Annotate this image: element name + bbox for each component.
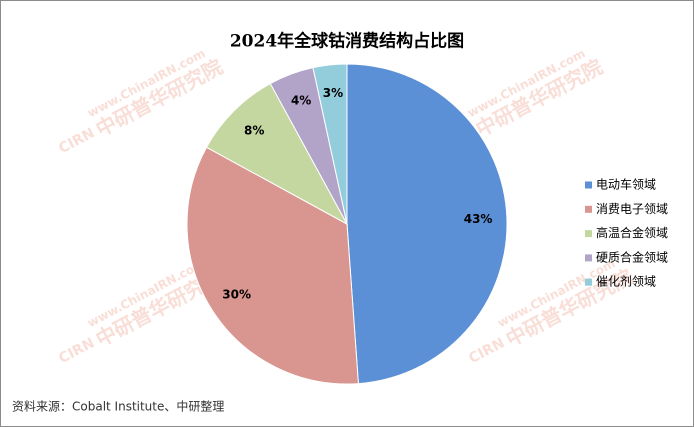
- legend-label: 硬质合金领域: [596, 249, 668, 264]
- chart-title: 2024年全球钴消费结构占比图: [230, 31, 464, 52]
- data-label: 8%: [244, 124, 264, 138]
- source-note: 资料来源：Cobalt Institute、中研整理: [12, 399, 224, 414]
- legend-label: 消费电子领域: [596, 202, 668, 216]
- data-label: 4%: [291, 94, 311, 108]
- data-label: 43%: [464, 212, 493, 226]
- data-label: 3%: [323, 86, 343, 100]
- legend-label: 高温合金领域: [596, 225, 668, 240]
- data-label: 30%: [222, 287, 251, 301]
- pie-slice: [205, 82, 349, 226]
- legend-swatch: [585, 205, 592, 213]
- pie-slice: [186, 146, 359, 385]
- legend-label: 电动车领域: [596, 177, 656, 192]
- legend-swatch: [585, 278, 592, 286]
- legend-swatch: [585, 230, 592, 238]
- pie-slice: [346, 63, 508, 385]
- pie-slice: [312, 63, 348, 225]
- legend-swatch: [585, 254, 592, 262]
- legend-swatch: [585, 181, 592, 189]
- legend-label: 催化剂领域: [596, 274, 656, 289]
